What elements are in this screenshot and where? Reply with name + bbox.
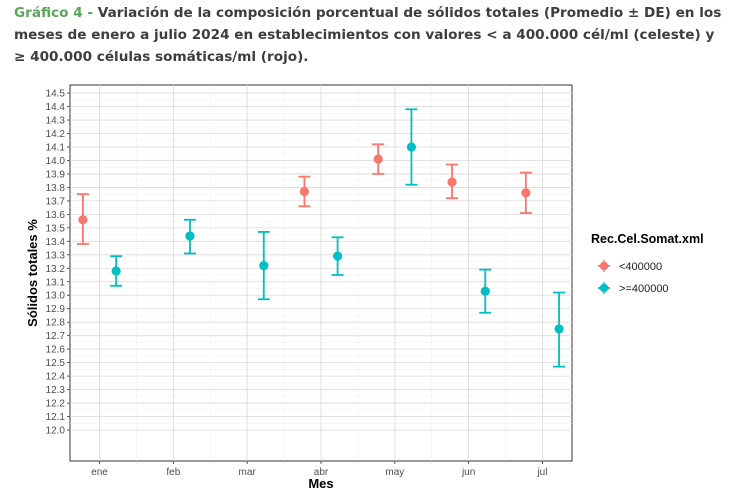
caption-text: Variación de la composición porcentual d… [14, 5, 722, 65]
y-axis-title: Sólidos totales % [25, 219, 40, 327]
data-point-abr [299, 186, 309, 197]
data-point-jun [447, 177, 457, 187]
x-tick-label-abr: abr [314, 467, 329, 478]
y-tick-label: 13.9 [46, 169, 66, 180]
x-tick-label-jul: jul [536, 467, 547, 478]
x-axis: ene feb mar abr may jun jul [91, 461, 547, 478]
y-tick-label: 13.7 [46, 196, 66, 207]
legend-item: <400000 [598, 260, 662, 273]
y-tick-label: 14.5 [46, 89, 66, 100]
legend-key-point [599, 283, 609, 293]
caption-lead: Gráfico 4 - [14, 5, 94, 21]
legend-item: >=400000 [598, 282, 669, 295]
y-tick-label: 13.4 [46, 237, 66, 248]
data-point-jun [480, 286, 490, 296]
x-tick-label-ene: ene [91, 467, 108, 478]
y-tick-label: 12.0 [46, 426, 66, 437]
data-point-feb [185, 231, 195, 241]
y-tick-label: 14.3 [46, 116, 66, 127]
data-point-ene [111, 266, 121, 276]
data-point-may [373, 154, 383, 164]
legend-label: <400000 [619, 261, 662, 273]
data-point-jul [554, 324, 564, 334]
y-tick-label: 12.2 [46, 399, 66, 410]
y-tick-label: 12.1 [46, 412, 66, 423]
legend-title: Rec.Cel.Somat.xml [591, 232, 704, 246]
y-tick-label: 13.8 [46, 183, 66, 194]
y-tick-label: 12.4 [46, 372, 66, 383]
x-tick-label-feb: feb [166, 467, 180, 478]
y-tick-label: 13.5 [46, 223, 66, 234]
legend: Rec.Cel.Somat.xml <400000 >=400000 [591, 232, 704, 295]
series-above-400000 [110, 108, 566, 368]
y-tick-label: 13.0 [46, 291, 66, 302]
y-tick-label: 12.9 [46, 304, 66, 315]
y-tick-label: 13.2 [46, 264, 66, 275]
y-tick-label: 12.7 [46, 331, 66, 342]
y-tick-label: 12.3 [46, 385, 66, 396]
series-layer [76, 108, 566, 368]
grid-layer [70, 85, 572, 461]
data-point-mar [259, 260, 269, 271]
figure-caption: Gráfico 4 - Variación de la composición … [14, 2, 726, 68]
x-axis-title: Mes [308, 476, 333, 491]
data-point-may [406, 142, 417, 152]
y-tick-label: 13.6 [46, 210, 66, 221]
legend-key-point [599, 261, 609, 271]
data-point-abr [333, 251, 343, 261]
data-point-ene [78, 215, 88, 225]
y-tick-label: 14.0 [46, 156, 66, 167]
y-tick-label: 13.3 [46, 250, 66, 261]
y-tick-label: 14.2 [46, 129, 66, 140]
y-tick-label: 13.1 [46, 277, 66, 288]
x-tick-label-mar: mar [239, 467, 257, 478]
y-tick-label: 12.6 [46, 345, 66, 356]
y-tick-label: 14.4 [46, 102, 66, 113]
series-below-400000 [76, 143, 532, 245]
y-tick-label: 12.5 [46, 358, 66, 369]
x-tick-label-may: may [385, 467, 404, 478]
x-tick-label-jun: jun [461, 467, 475, 478]
legend-label: >=400000 [619, 283, 669, 295]
y-tick-label: 12.8 [46, 318, 66, 329]
y-axis: 12.0 12.1 12.2 12.3 12.4 12.5 12.6 12.7 12.8 12.9… [46, 89, 70, 437]
data-point-jul [521, 188, 531, 198]
y-tick-label: 14.1 [46, 142, 66, 153]
